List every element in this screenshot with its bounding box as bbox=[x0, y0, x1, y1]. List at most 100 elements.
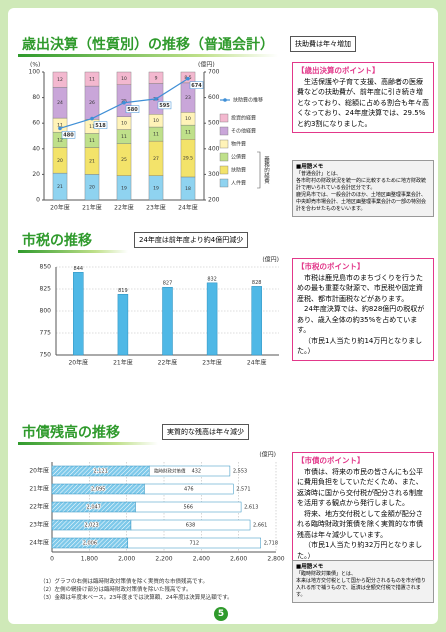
y-tick-label: 800 bbox=[40, 308, 52, 315]
data-label: 12 bbox=[57, 137, 63, 143]
data-label: 580 bbox=[127, 107, 138, 113]
data-label: 24 bbox=[57, 100, 63, 106]
total-label: 2,571 bbox=[236, 487, 250, 493]
data-label: 819 bbox=[118, 288, 128, 294]
point-box: 【市税のポイント】 市税は鹿児島市のまちづくりを行うための最も重要な財源で、市民税… bbox=[292, 258, 434, 361]
segment-name: 臨時財政対策債 bbox=[154, 468, 186, 475]
data-label: 11 bbox=[89, 138, 95, 144]
x-tick-label: 1,800 bbox=[81, 556, 98, 563]
section-title: 歳出決算（性質別）の推移（普通会計） bbox=[22, 37, 274, 53]
bar-segment bbox=[149, 465, 231, 477]
bar-segment bbox=[84, 71, 100, 87]
memo-text: 「臨時財政対策債」とは、 bbox=[296, 571, 357, 577]
data-label: 23 bbox=[185, 95, 191, 101]
y-tick-label: 775 bbox=[40, 330, 52, 337]
y2-tick-label: 200 bbox=[208, 197, 220, 204]
x-tick-label: 2,800 bbox=[267, 556, 284, 563]
y-tick-label: 80 bbox=[32, 94, 40, 101]
y2-tick-label: 600 bbox=[208, 94, 220, 101]
y2-tick-label: 500 bbox=[208, 120, 220, 127]
point-text: 市債は、将来の市民の皆さんにも公平に費用負担をしていただくため、また、返済時に国… bbox=[297, 467, 423, 508]
point-text: 市税は鹿児島市のまちづくりを行うための最も重要な財源で、市民税や固定資産税、都市… bbox=[297, 273, 423, 303]
line-point bbox=[122, 100, 126, 105]
bar-segment bbox=[127, 537, 261, 549]
data-label: 18 bbox=[185, 186, 191, 192]
legend-swatch bbox=[219, 113, 229, 123]
line-point bbox=[58, 126, 62, 131]
y-tick-label: 20年度 bbox=[29, 467, 49, 475]
memo-box: ■用語メモ 「普通会計」とは、 各市町村の財政状況を統一的に比較するために地方財政統… bbox=[292, 160, 434, 217]
bar-segment bbox=[144, 483, 234, 495]
section-tag: 24年度は前年度より約4億円減少 bbox=[134, 232, 249, 248]
data-label: 11 bbox=[57, 123, 63, 129]
data-label: 480 bbox=[63, 133, 74, 139]
chart: (億円) 0 1,800 2,000 2,200 2,400 2,600 2,800 20年度 2… bbox=[29, 451, 284, 563]
x-tick-label: 24年度 bbox=[178, 204, 198, 212]
label-box bbox=[157, 101, 172, 110]
x-tick-label: 23年度 bbox=[202, 359, 222, 367]
y-tick-label: 750 bbox=[40, 352, 52, 359]
x-tick-label: 20年度 bbox=[50, 204, 70, 212]
legend-label: 扶助費の推移 bbox=[233, 97, 263, 104]
title-underline bbox=[18, 54, 278, 57]
legend-label: 物件費 bbox=[231, 141, 246, 148]
legend-swatch bbox=[219, 178, 229, 188]
data-label: 21 bbox=[57, 184, 63, 190]
total-label: 2,613 bbox=[244, 505, 258, 511]
legend-bracket bbox=[257, 151, 261, 189]
total-label: 2,718 bbox=[264, 541, 278, 547]
y-tick-label: 60 bbox=[32, 120, 40, 127]
data-label: 19 bbox=[153, 185, 159, 191]
data-label: 712 bbox=[189, 541, 199, 547]
data-label: 827 bbox=[163, 281, 173, 287]
data-label: 566 bbox=[183, 505, 193, 511]
total-label: 2,553 bbox=[233, 469, 247, 475]
data-label: 27 bbox=[153, 156, 159, 162]
point-box: 【市債のポイント】 市債は、将来の市民の皆さんにも公平に費用負担をしていただくため… bbox=[292, 452, 434, 565]
data-label: 10 bbox=[121, 76, 127, 82]
y-tick-label: 825 bbox=[40, 286, 52, 293]
total-label: 2,661 bbox=[253, 523, 267, 529]
point-text: 将来、地方交付税として金額が配分される臨時財政対策債を除く実質的な市債残高は年々… bbox=[297, 509, 423, 539]
x-tick-label: 0 bbox=[50, 556, 54, 563]
line-point bbox=[154, 97, 158, 101]
bar bbox=[206, 282, 218, 356]
data-label: 11 bbox=[89, 124, 95, 130]
y-tick-label: 0 bbox=[36, 197, 40, 204]
label-box bbox=[61, 131, 76, 139]
data-label: 432 bbox=[192, 469, 202, 475]
data-label: 518 bbox=[95, 123, 106, 129]
line-point bbox=[186, 76, 190, 81]
legend-swatch bbox=[219, 165, 229, 175]
legend-label: 人件費 bbox=[231, 180, 246, 187]
x-tick-label: 22年度 bbox=[114, 204, 134, 212]
data-label: 20 bbox=[89, 185, 95, 191]
memo-box: ■用語メモ 「臨時財政対策債」とは、 本来は地方交付税として国から配分されるものを市… bbox=[292, 560, 434, 603]
legend-label: 公債費 bbox=[231, 154, 246, 161]
legend-swatch bbox=[219, 126, 229, 136]
point-text: 24年度決算では、約828億円の税収があり、歳入全体の約35%を占めています。 bbox=[297, 305, 425, 334]
chart: (%) (億円) 0 20 40 60 80 100 200 300 400 500 600 700 20年… bbox=[29, 61, 270, 212]
memo-text: 鹿児島市では、一般会計のほか、土地区画整理事業会計、中央卸売市場会計、土地区画整… bbox=[296, 192, 427, 212]
data-label: 11 bbox=[121, 134, 127, 140]
point-text: （市民1人当たり約32万円となりました。） bbox=[297, 541, 423, 560]
x-tick-label: 24年度 bbox=[247, 359, 267, 367]
bar-segment bbox=[116, 71, 132, 86]
legend-swatch bbox=[219, 152, 229, 162]
x-tick-label: 2,000 bbox=[118, 556, 135, 563]
legend-marker bbox=[223, 98, 227, 102]
x-tick-label: 21年度 bbox=[82, 204, 102, 212]
y-tick-label: 20 bbox=[32, 171, 40, 178]
y-tick-label: 850 bbox=[40, 264, 52, 271]
footnote: （1）グラフの右側は臨時財政対策債を除く実質的な市債残高です。 bbox=[40, 579, 208, 585]
title-underline bbox=[18, 250, 128, 253]
y2-tick-label: 700 bbox=[208, 69, 220, 76]
point-text: 生活保護や子育て支援、高齢者の医療費などの扶助費が、前年度に引き続き増となってお… bbox=[297, 77, 429, 128]
data-label: 674 bbox=[191, 83, 202, 89]
data-label: 595 bbox=[159, 103, 170, 109]
data-label: 19 bbox=[121, 185, 127, 191]
data-label: 25 bbox=[121, 157, 127, 163]
bar bbox=[251, 286, 262, 356]
data-label: 2,121 bbox=[93, 469, 107, 475]
data-label: 2,023 bbox=[84, 523, 98, 529]
